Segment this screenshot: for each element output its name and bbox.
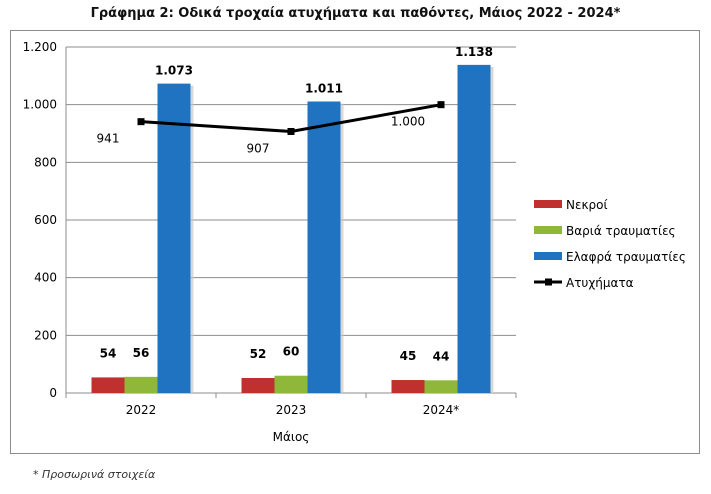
legend-marker	[545, 278, 552, 286]
data-label: 52	[250, 347, 267, 361]
bar-βαριά-τραυματίες	[274, 375, 308, 393]
y-tick-label: 0	[49, 386, 57, 400]
data-label: 44	[433, 349, 450, 363]
x-tick-label: 2022	[126, 403, 157, 417]
x-tick-label: 2023	[276, 403, 307, 417]
chart-title: Γράφημα 2: Οδικά τροχαία ατυχήματα και π…	[90, 6, 621, 21]
chart-svg: 0 200 400 600 800 1.000 1.200 2022 2023 2024* Μάιο…	[23, 40, 686, 444]
data-label: 45	[400, 349, 417, 363]
legend-swatch	[534, 200, 562, 208]
data-label: 941	[97, 132, 120, 146]
x-axis-label: Μάιος	[273, 430, 310, 444]
data-label: 907	[247, 141, 270, 155]
bar-βαριά-τραυματίες	[424, 380, 458, 393]
data-label: 1.000	[391, 115, 425, 129]
data-label: 60	[283, 345, 300, 359]
x-tick-label: 2024*	[423, 403, 460, 417]
bar-νεκροί	[91, 377, 125, 393]
y-tick-label: 600	[34, 213, 57, 227]
data-label: 54	[100, 346, 117, 360]
legend-label: Νεκροί	[566, 198, 608, 212]
bar-νεκροί	[241, 378, 275, 393]
legend-swatch	[534, 252, 562, 260]
line-marker	[137, 118, 145, 126]
bar-νεκροί	[391, 380, 425, 393]
chart-frame: 0 200 400 600 800 1.000 1.200 2022 2023 2024* Μάιο…	[10, 30, 700, 454]
line-marker	[287, 127, 295, 135]
bar-ελαφρά-τραυματίες	[457, 64, 491, 394]
y-tick-label: 1.200	[23, 40, 57, 54]
bar-ελαφρά-τραυματίες	[307, 101, 341, 394]
legend-swatch	[534, 226, 562, 234]
line-marker	[437, 101, 445, 109]
legend-label: Ελαφρά τραυματίες	[566, 250, 686, 264]
bar-ελαφρά-τραυματίες	[157, 83, 191, 393]
footnote: * Προσωρινά στοιχεία	[33, 468, 156, 481]
y-tick-label: 400	[34, 271, 57, 285]
data-label: 1.073	[155, 64, 193, 78]
y-tick-label: 200	[34, 328, 57, 342]
legend-label: Ατυχήματα	[566, 276, 634, 290]
y-tick-label: 1.000	[23, 98, 57, 112]
data-label: 56	[133, 346, 150, 360]
bar-βαριά-τραυματίες	[124, 376, 158, 393]
y-tick-label: 800	[34, 155, 57, 169]
legend-label: Βαριά τραυματίες	[566, 224, 676, 238]
data-label: 1.138	[455, 45, 493, 59]
data-label: 1.011	[305, 81, 343, 95]
